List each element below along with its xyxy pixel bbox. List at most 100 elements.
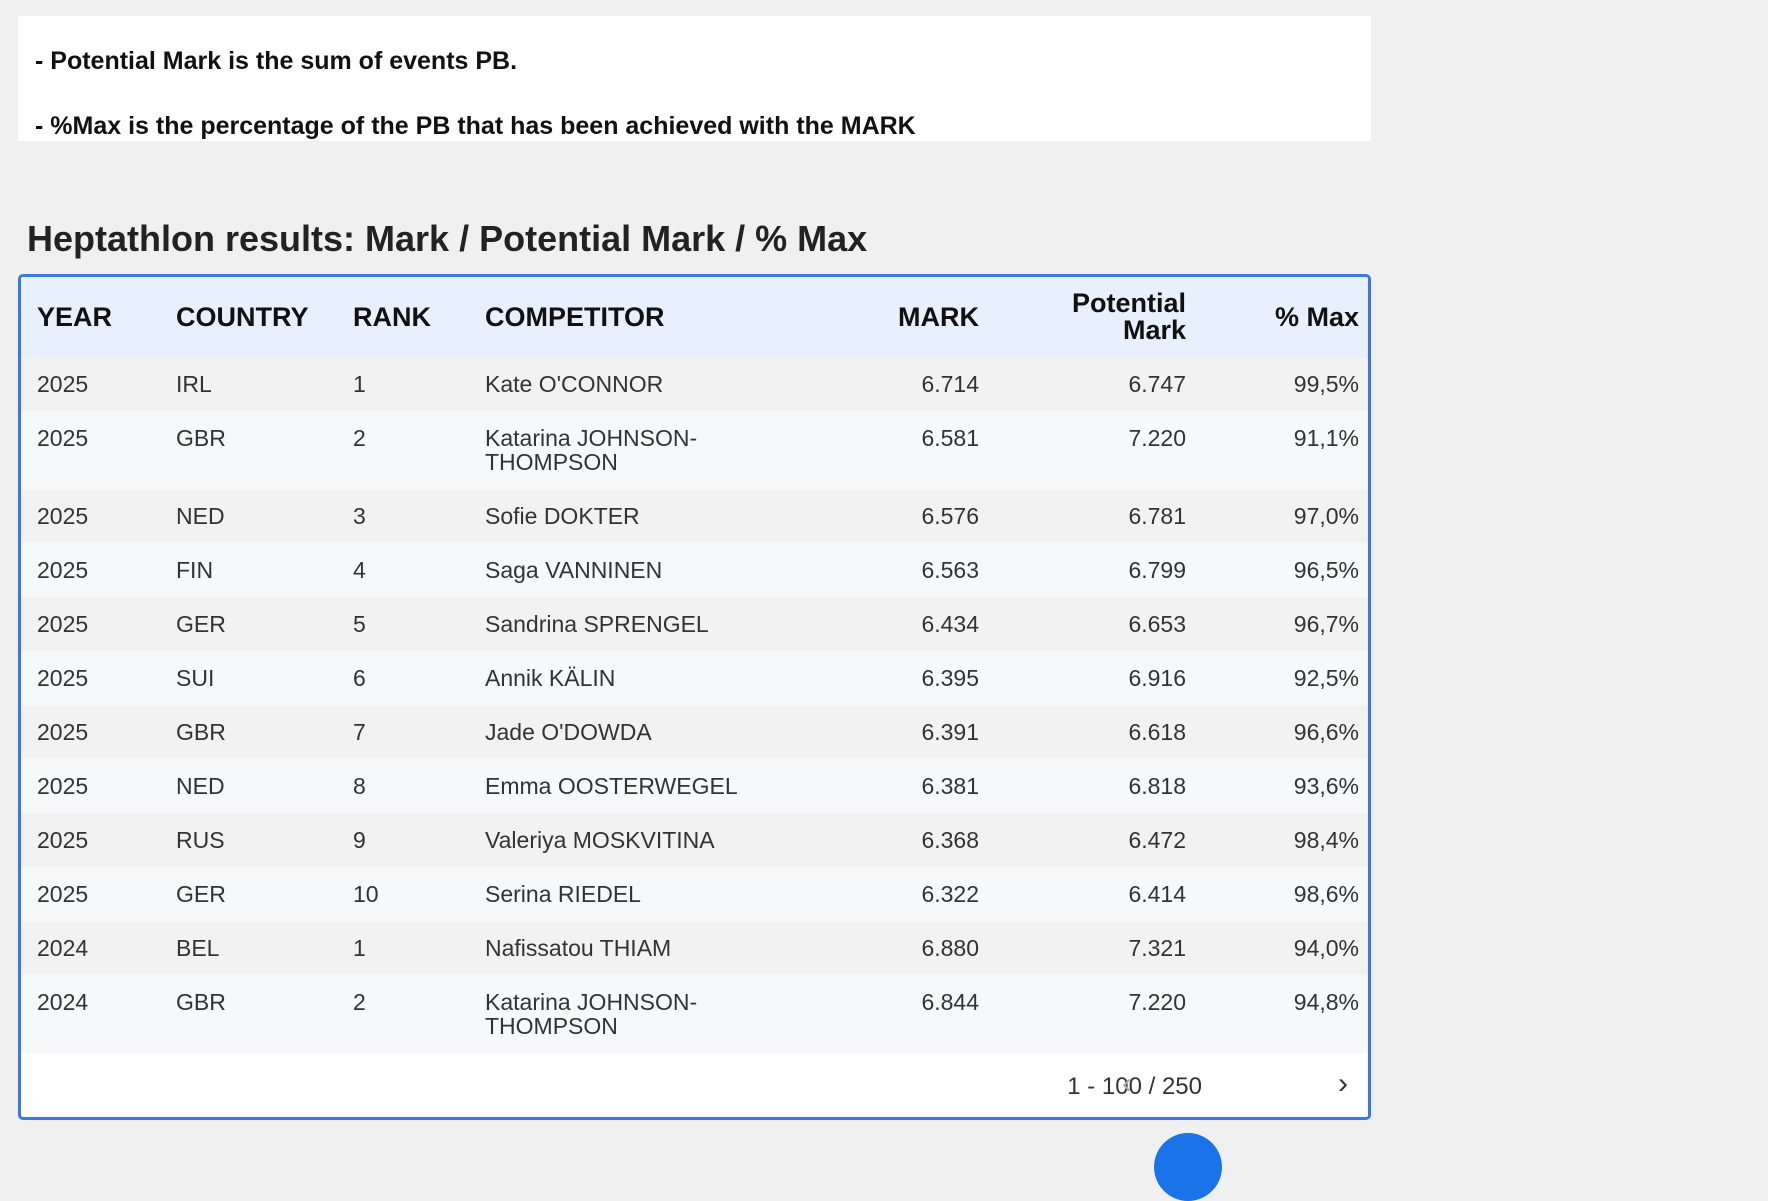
table-row[interactable]: 2025 GER 5 Sandrina SPRENGEL 6.434 6.653 96,7% [21, 597, 1368, 651]
table-cell: GBR [160, 705, 337, 759]
table-cell: 97,0% [1202, 489, 1368, 543]
notes-box: - Potential Mark is the sum of events PB… [18, 16, 1371, 141]
table-cell: GER [160, 867, 337, 921]
table-cell: 6.395 [801, 651, 995, 705]
table-cell: 6.844 [801, 975, 995, 1053]
table-cell: 92,5% [1202, 651, 1368, 705]
table-cell: 96,7% [1202, 597, 1368, 651]
table-cell: 6 [337, 651, 469, 705]
table-cell: Annik KÄLIN [469, 651, 801, 705]
table-cell: 2024 [21, 975, 160, 1053]
note: - Potential Mark is the sum of events PB… [35, 47, 518, 75]
next-page[interactable]: › [1338, 1067, 1348, 1100]
table-cell: 1 [337, 357, 469, 411]
table-cell: 6.576 [801, 489, 995, 543]
table-cell: 98,6% [1202, 867, 1368, 921]
table-cell: 2025 [21, 489, 160, 543]
table-cell: 6.653 [995, 597, 1202, 651]
table-cell: 3 [337, 489, 469, 543]
table-row[interactable]: 2024 BEL 1 Nafissatou THIAM 6.880 7.321 94,0% [21, 921, 1368, 975]
table-cell: 2025 [21, 867, 160, 921]
table-row[interactable]: 2025 NED 3 Sofie DOKTER 6.576 6.781 97,0% [21, 489, 1368, 543]
table-cell: 6.381 [801, 759, 995, 813]
table-cell: 6.880 [801, 921, 995, 975]
table-cell: 10 [337, 867, 469, 921]
column-header: Potential Mark [995, 277, 1202, 357]
table-cell: Saga VANNINEN [469, 543, 801, 597]
table-cell: 2025 [21, 597, 160, 651]
table-cell: 6.322 [801, 867, 995, 921]
table-row[interactable]: 2024 GBR 2 Katarina JOHNSON-THOMPSON 6.844 7.… [21, 975, 1368, 1053]
table-cell: 99,5% [1202, 357, 1368, 411]
table-cell: Emma OOSTERWEGEL [469, 759, 801, 813]
prev-page[interactable]: ‹ [1122, 1067, 1132, 1100]
table-cell: Kate O'CONNOR [469, 357, 801, 411]
table-cell: 96,5% [1202, 543, 1368, 597]
column-header: MARK [801, 277, 995, 357]
table-cell: GER [160, 597, 337, 651]
column-header: COMPETITOR [469, 277, 801, 357]
table-cell: Valeriya MOSKVITINA [469, 813, 801, 867]
table-cell: 93,6% [1202, 759, 1368, 813]
table-cell: Nafissatou THIAM [469, 921, 801, 975]
table-cell: 2025 [21, 411, 160, 489]
table-row[interactable]: 2025 SUI 6 Annik KÄLIN 6.395 6.916 92,5% [21, 651, 1368, 705]
table-cell: 7.220 [995, 411, 1202, 489]
note: - %Max is the percentage of the PB that … [35, 112, 916, 140]
table-cell: 8 [337, 759, 469, 813]
table-row[interactable]: 2025 GBR 7 Jade O'DOWDA 6.391 6.618 96,6% [21, 705, 1368, 759]
column-header: COUNTRY [160, 277, 337, 357]
table-cell: SUI [160, 651, 337, 705]
table-cell: 6.618 [995, 705, 1202, 759]
column-header: YEAR [21, 277, 160, 357]
table-cell: FIN [160, 543, 337, 597]
table-cell: 6.916 [995, 651, 1202, 705]
fab-button[interactable] [1154, 1133, 1222, 1201]
table-cell: 98,4% [1202, 813, 1368, 867]
table-cell: 6.391 [801, 705, 995, 759]
column-header: % Max [1202, 277, 1368, 357]
table-cell: 7.220 [995, 975, 1202, 1053]
table-cell: 2025 [21, 651, 160, 705]
table-cell: 6.799 [995, 543, 1202, 597]
table-cell: Sofie DOKTER [469, 489, 801, 543]
pagination-label: 1 - 100 / 250 [1067, 1073, 1202, 1100]
table-cell: BEL [160, 921, 337, 975]
table-card: YEAR COUNTRY RANK COMPETITOR MARK Potential M… [18, 274, 1371, 1120]
table-cell: 6.434 [801, 597, 995, 651]
results-table: YEAR COUNTRY RANK COMPETITOR MARK Potential M… [21, 277, 1368, 1053]
table-cell: Katarina JOHNSON-THOMPSON [469, 975, 801, 1053]
table-cell: 5 [337, 597, 469, 651]
table-cell: 6.714 [801, 357, 995, 411]
table-cell: Serina RIEDEL [469, 867, 801, 921]
table-cell: 2025 [21, 759, 160, 813]
table-cell: 2025 [21, 357, 160, 411]
table-scroll[interactable]: YEAR COUNTRY RANK COMPETITOR MARK Potential M… [21, 277, 1368, 1061]
table-cell: RUS [160, 813, 337, 867]
table-row[interactable]: 2025 RUS 9 Valeriya MOSKVITINA 6.368 6.472 98,… [21, 813, 1368, 867]
table-row[interactable]: 2025 NED 8 Emma OOSTERWEGEL 6.381 6.818 93,6% [21, 759, 1368, 813]
table-cell: GBR [160, 411, 337, 489]
table-cell: 6.581 [801, 411, 995, 489]
header-row: YEAR COUNTRY RANK COMPETITOR MARK Potential M… [21, 277, 1368, 357]
table-cell: GBR [160, 975, 337, 1053]
table-cell: 6.563 [801, 543, 995, 597]
table-cell: 6.368 [801, 813, 995, 867]
table-cell: 7.321 [995, 921, 1202, 975]
table-cell: 96,6% [1202, 705, 1368, 759]
table-row[interactable]: 2025 GER 10 Serina RIEDEL 6.322 6.414 98,6% [21, 867, 1368, 921]
table-cell: 2 [337, 975, 469, 1053]
table-row[interactable]: 2025 IRL 1 Kate O'CONNOR 6.714 6.747 99,5% [21, 357, 1368, 411]
table-cell: Katarina JOHNSON-THOMPSON [469, 411, 801, 489]
table-row[interactable]: 2025 GBR 2 Katarina JOHNSON-THOMPSON 6.581 7.… [21, 411, 1368, 489]
table-cell: Sandrina SPRENGEL [469, 597, 801, 651]
table-cell: 9 [337, 813, 469, 867]
table-row[interactable]: 2025 FIN 4 Saga VANNINEN 6.563 6.799 96,5% [21, 543, 1368, 597]
table-cell: 6.781 [995, 489, 1202, 543]
table-cell: Jade O'DOWDA [469, 705, 801, 759]
column-header: RANK [337, 277, 469, 357]
table-cell: 2024 [21, 921, 160, 975]
table-cell: 1 [337, 921, 469, 975]
table-cell: NED [160, 489, 337, 543]
table-cell: 6.818 [995, 759, 1202, 813]
